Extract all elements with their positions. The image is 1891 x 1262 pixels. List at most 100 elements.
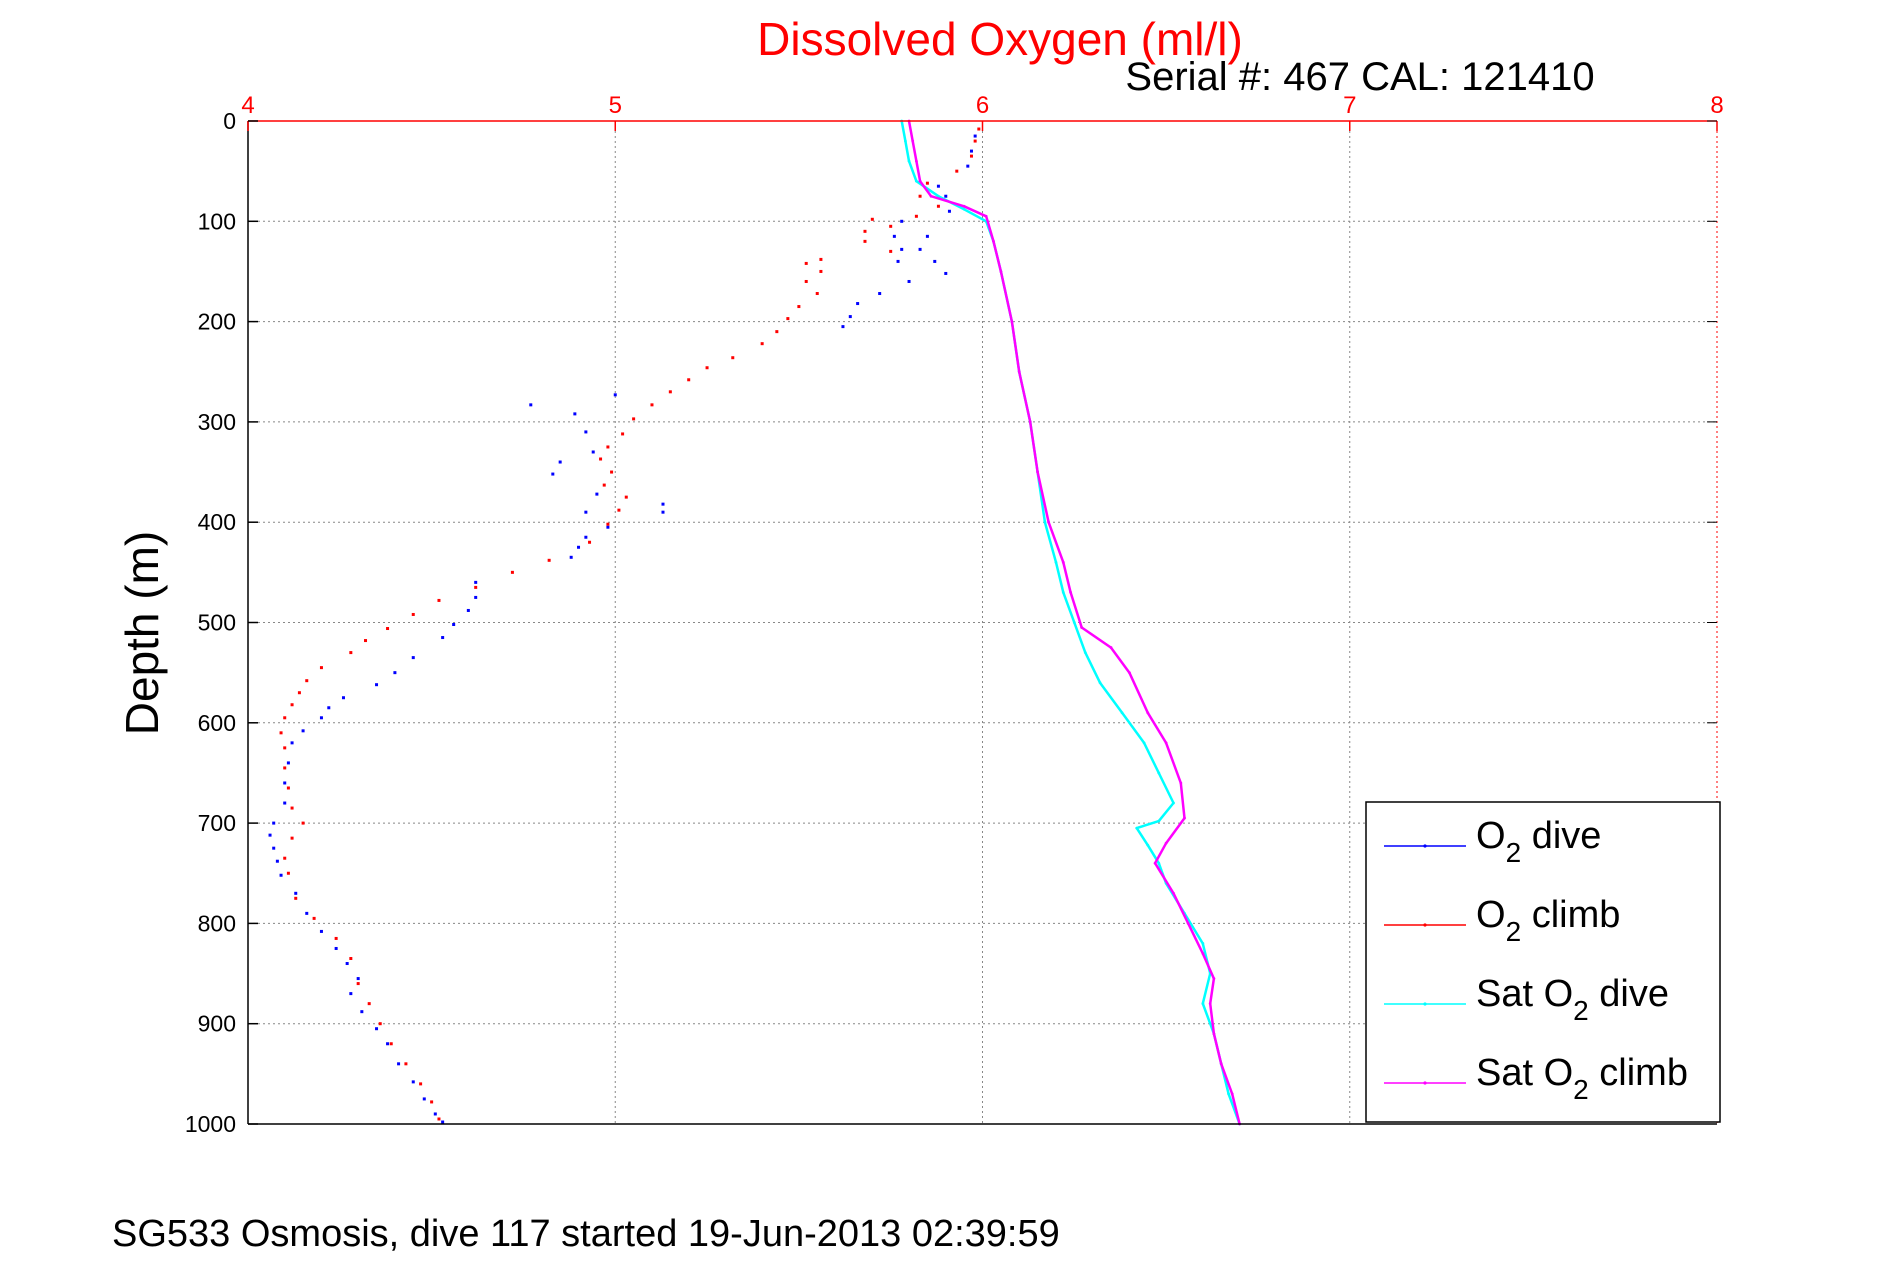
series-point [411,612,415,616]
series-point [367,1002,371,1006]
y-tick-label: 100 [198,208,236,234]
series-point [1047,520,1051,524]
series-point [268,833,272,837]
legend-label-subscript: 2 [1573,1074,1589,1105]
series-point [319,929,323,933]
series-point [969,154,973,158]
series-point [944,194,948,198]
legend-marker [1423,1081,1427,1085]
series-point [386,627,390,631]
series-point [863,239,867,243]
series-point [474,595,478,599]
series-point [914,159,918,163]
series-point [606,445,610,449]
series-point [319,666,323,670]
series-point [283,856,287,860]
series-line [900,120,1241,1125]
series-point [547,558,551,562]
series-point [687,378,691,382]
series-point [1061,591,1065,594]
series-point [301,729,305,733]
series-point [286,786,290,790]
series-point [966,164,970,168]
series-point [1128,671,1131,675]
series-point [364,639,368,643]
series-point [819,269,823,273]
series-point [1179,781,1183,785]
series-point [349,957,353,961]
legend-label-subscript: 2 [1573,995,1589,1026]
series-point [386,1042,390,1046]
series-point [584,430,588,434]
series-point [389,1042,393,1046]
series-point [345,962,349,966]
series-point [889,224,893,228]
series-point [617,508,621,512]
series-point [602,483,606,487]
series-point [290,741,294,745]
series-point [588,540,592,544]
y-tick-label: 700 [198,810,236,836]
series-point [1028,420,1032,424]
series-point [819,257,823,261]
series-point [999,270,1003,273]
series-0 [268,134,977,1124]
series-point [573,412,577,416]
series-point [441,1120,445,1124]
legend-marker [1423,1002,1427,1006]
series-point [775,330,779,334]
series-point [305,679,309,683]
series-point [661,510,665,514]
series-point [918,194,922,198]
series-point [760,342,764,346]
series-point [349,651,353,655]
series-point [558,460,562,464]
y-tick-label: 1000 [185,1111,236,1137]
series-point [437,1117,441,1121]
series-point [404,1062,408,1066]
series-point [1135,826,1139,830]
series-point [914,179,918,183]
series-point [551,472,555,476]
series-point [441,636,445,640]
series-point [1157,861,1161,865]
series-point [437,598,441,602]
series-point [786,317,790,321]
series-point [283,766,287,770]
series-point [944,271,948,275]
series-point [1120,711,1124,715]
series-point [474,580,478,584]
y-axis-label: Depth (m) [116,531,168,735]
series-point [595,492,599,496]
series-point [1083,651,1087,654]
series-point [1146,711,1150,715]
series-point [624,495,628,499]
series-point [1201,1002,1205,1006]
chart-title: Dissolved Oxygen (ml/l) [757,13,1243,65]
series-point [973,139,977,143]
series-point [841,325,845,329]
series-point [911,139,915,143]
series-point [907,159,911,163]
legend-label: Sat O2 climb [1476,1052,1688,1105]
series-point [327,706,331,710]
series-point [1227,1092,1230,1096]
series-point [1183,816,1186,820]
series-point [914,214,918,218]
y-tick-label: 500 [198,610,236,636]
series-point [430,1100,434,1104]
series-point [294,891,298,895]
series-point [466,608,470,612]
legend-label-text: climb [1589,1052,1688,1094]
series-point [1230,1092,1234,1096]
series-point [856,302,860,306]
series-point [907,279,911,283]
series-point [918,247,922,251]
series-point [375,683,379,687]
series-point [896,259,900,263]
series-point [731,356,735,360]
series-point [286,871,290,875]
series-point [969,149,973,153]
series-point [577,545,581,549]
